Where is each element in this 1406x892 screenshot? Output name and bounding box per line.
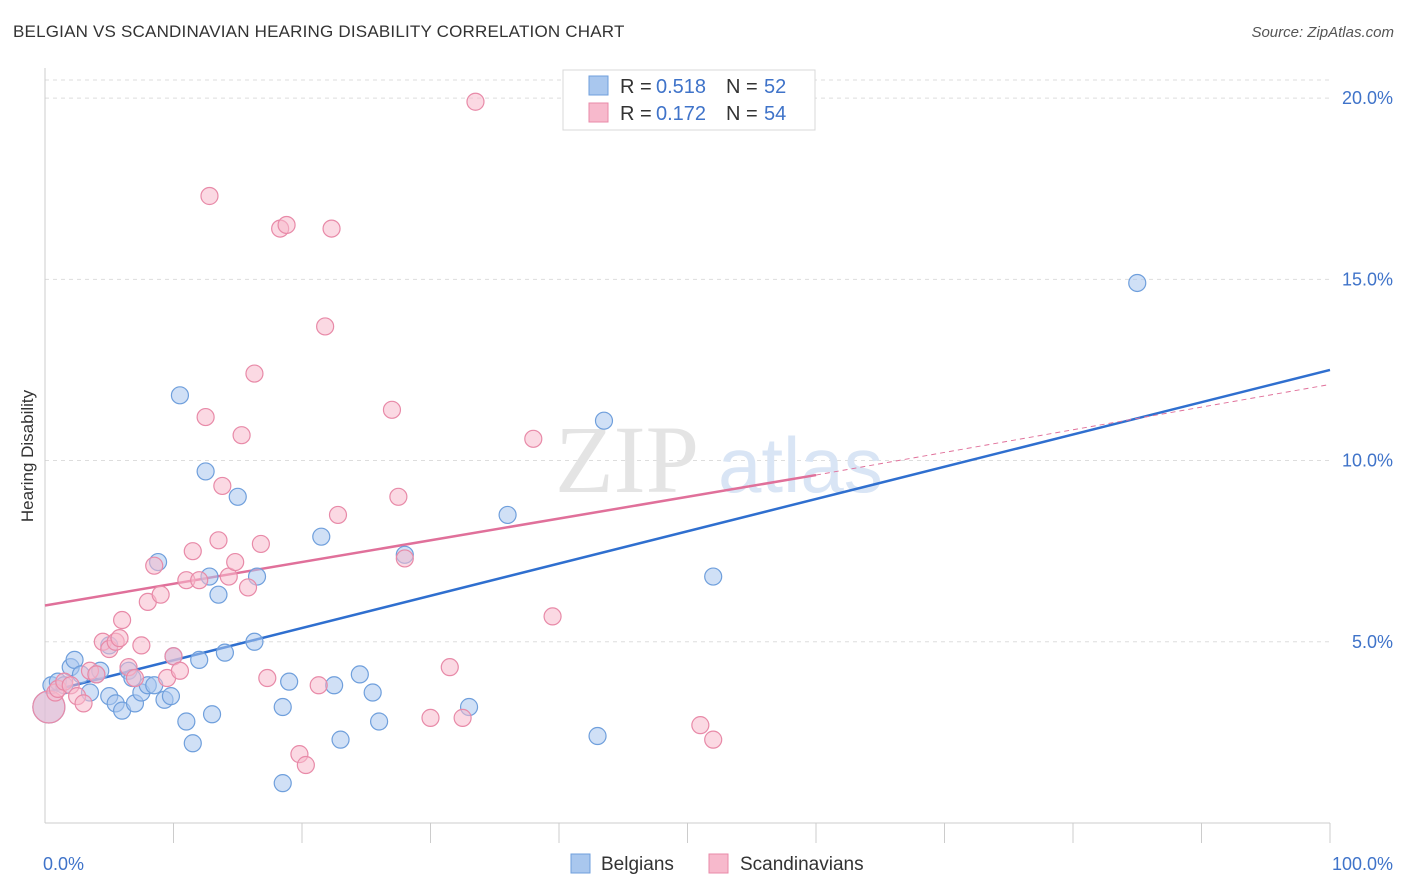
belgians-point [202,705,222,724]
scandinavians-point [453,708,472,727]
belgians-point [245,632,264,651]
bottom-legend-swatch-scandinavians [708,853,729,874]
scandinavians-point [232,426,251,445]
belgians-point [273,697,292,717]
belgians-point [498,505,517,525]
y-axis-title: Hearing Disability [18,389,37,522]
legend-swatch-belgians [588,75,609,96]
watermark-zip: ZIP [555,406,699,513]
belgians-point [161,687,181,706]
legend-n-value-scandinavians: 54 [764,103,786,125]
belgians-point [325,676,344,695]
scandinavians-point [145,556,164,575]
scandinavians-point [245,364,264,383]
scandinavians-point [421,708,440,727]
legend-n-label-scandinavians: N = [726,103,758,125]
belgians-point [704,567,723,586]
scandinavians-point [87,665,106,684]
source-credit: Source: ZipAtlas.com [1251,24,1394,41]
legend-r-value-belgians: 0.518 [656,76,706,98]
scandinavians-point [524,429,543,448]
scandinavians-point [170,661,190,680]
bottom-legend-label-scandinavians: Scandinavians [740,854,864,875]
belgians-point [588,726,607,746]
trend-line-scandinavians-extension [815,383,1331,476]
legend-n-value-belgians: 52 [764,76,786,98]
chart-title: BELGIAN VS SCANDINAVIAN HEARING DISABILI… [13,22,625,41]
trend-line-scandinavians [44,473,817,607]
belgians-point [170,386,190,405]
scandinavians-point [258,668,277,688]
legend-r-label-scandinavians: R = [620,103,652,125]
scandinavians-point [209,531,228,550]
y-tick-label: 20.0% [1342,88,1393,108]
belgians-point [1128,273,1147,293]
scandinavians-point [151,585,170,604]
scandinavians-point [328,505,348,525]
scandinavians-point [316,317,335,336]
scandinavians-point [213,476,232,496]
belgians-point [273,774,292,793]
legend-r-label-belgians: R = [620,76,652,98]
belgians-point [177,712,196,731]
belgians-point [331,730,350,749]
x-tick-label: 100.0% [1332,854,1393,874]
scandinavians-point [440,658,459,677]
scandinavians-point [691,716,710,735]
belgians-point [280,672,299,691]
scandinavians-point [251,534,270,554]
scandinavians-point [110,629,129,648]
scandinavians-point [389,487,408,506]
bottom-legend: Belgians Scandinavians [570,853,864,875]
scandinavians-point [125,668,145,688]
bottom-legend-swatch-belgians [570,853,591,874]
scandinavians-point [382,400,402,419]
x-tick-labels: 0.0% 100.0% [43,854,1393,874]
y-tick-label: 15.0% [1342,269,1393,289]
scandinavians-point [190,571,209,590]
belgians-point [196,462,215,481]
belgians-point [312,527,331,546]
stats-legend: R = 0.518 N = 52 R = 0.172 N = 54 [562,69,816,131]
scandinavians-point [704,730,723,749]
scandinavians-point [132,636,151,655]
belgians-point [370,712,389,731]
scandinavians-point [277,215,296,235]
scandinavians-point [200,186,219,206]
legend-swatch-scandinavians [588,102,609,123]
belgians-point [209,585,228,604]
scandinavians-point [296,755,315,775]
scandinavians-point [112,610,132,630]
scandinavians-point [74,694,93,713]
series-scandinavians-points [32,92,723,775]
belgians-point [363,683,382,702]
y-tick-label: 10.0% [1342,451,1393,471]
belgians-point [228,487,247,506]
legend-n-label-belgians: N = [726,76,758,98]
scandinavians-point [466,92,485,111]
scandinavians-point [183,542,202,561]
scandinavians-point [196,407,215,427]
belgians-point [350,665,369,684]
scandinavians-point [226,552,245,572]
scandinavians-point [238,578,258,597]
y-tick-label: 5.0% [1352,632,1393,652]
scandinavians-point [395,549,414,568]
scandinavians-point [309,676,328,695]
belgians-point [594,411,614,430]
series-belgians-points [32,273,1147,793]
bottom-legend-label-belgians: Belgians [601,854,674,875]
scandinavians-point [543,607,562,626]
legend-r-value-scandinavians: 0.172 [656,103,706,125]
y-tick-labels: 5.0% 10.0% 15.0% 20.0% [1342,88,1393,652]
watermark: ZIP atlas [555,406,883,513]
belgians-point [190,650,209,670]
x-tick-label: 0.0% [43,854,84,874]
scandinavians-point [322,219,341,238]
belgians-point [183,734,202,753]
watermark-atlas: atlas [718,421,883,509]
belgians-point [215,643,234,662]
